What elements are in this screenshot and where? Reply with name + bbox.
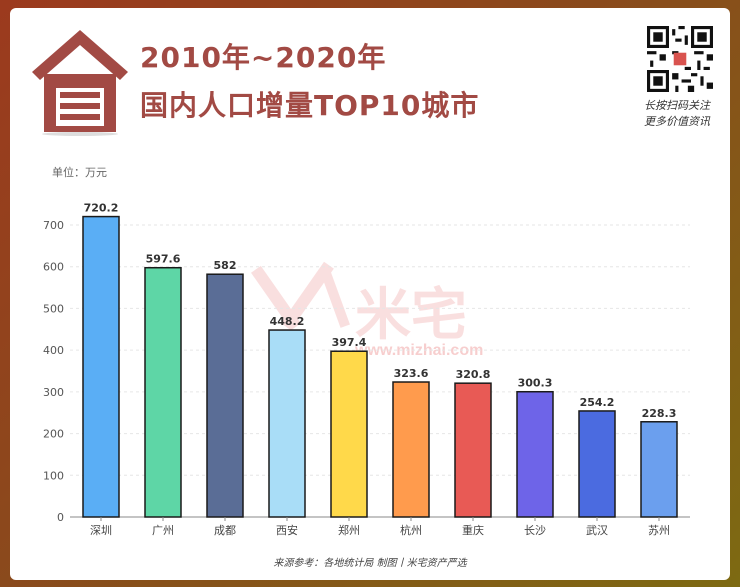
y-tick-label: 300 — [43, 386, 64, 399]
bar — [640, 421, 678, 518]
bar-value-label: 582 — [214, 259, 237, 272]
qr-code[interactable] — [647, 26, 713, 92]
bar-chart: 0 100 200 300 400 500 600 700 720.2 深圳 597.6 广州 582 成… — [43, 202, 690, 537]
y-tick-label: 500 — [43, 302, 64, 315]
y-tick-label: 400 — [43, 344, 64, 357]
source-note: 来源参考：各地统计局 制图丨米宅资产严选 — [273, 558, 467, 569]
bar-value-label: 397.4 — [332, 336, 367, 349]
bar — [82, 215, 120, 518]
y-tick-label: 100 — [43, 469, 64, 482]
infographic-card: 2010年~2020年 国内人口增量TOP10城市 长按扫码关注 更多价值资讯 … — [10, 8, 730, 580]
x-tick-label: 杭州 — [400, 523, 422, 537]
x-tick-label: 郑州 — [338, 523, 360, 537]
watermark-brand: 米宅 — [355, 283, 467, 348]
x-tick-label: 重庆 — [462, 523, 484, 537]
bar-value-label: 320.8 — [456, 368, 491, 381]
y-tick-label: 700 — [43, 219, 64, 232]
x-tick-label: 西安 — [276, 523, 298, 537]
bar — [392, 381, 430, 518]
x-tick-label: 长沙 — [524, 524, 546, 537]
bar — [268, 329, 306, 518]
x-tick-label: 深圳 — [90, 524, 112, 537]
x-tick-label: 苏州 — [648, 524, 670, 537]
bar — [454, 382, 492, 518]
y-tick-label: 600 — [43, 261, 64, 274]
bar — [330, 350, 368, 518]
bar-value-label: 300.3 — [518, 377, 553, 390]
bar — [578, 410, 616, 518]
bar — [516, 390, 554, 518]
x-tick-label: 武汉 — [586, 524, 608, 537]
watermark-logo — [251, 261, 350, 331]
bar-value-label: 720.2 — [84, 202, 119, 215]
bar-value-label: 254.2 — [580, 396, 615, 409]
y-tick-label: 200 — [43, 428, 64, 441]
x-tick-label: 广州 — [152, 524, 174, 537]
unit-label: 单位：万元 — [52, 166, 107, 179]
bar — [144, 266, 182, 518]
bar-value-label: 448.2 — [270, 315, 305, 328]
bar-value-label: 597.6 — [146, 253, 181, 266]
y-tick-label: 0 — [57, 511, 64, 524]
title-line-2: 国内人口增量TOP10城市 — [140, 89, 480, 122]
qr-caption-line-2: 更多价值资讯 — [644, 115, 710, 128]
bar-value-label: 228.3 — [642, 407, 677, 420]
title-line-1: 2010年~2020年 — [140, 41, 387, 74]
bar — [206, 273, 244, 518]
bar-value-label: 323.6 — [394, 367, 429, 380]
x-tick-label: 成都 — [214, 524, 236, 537]
qr-caption-line-1: 长按扫码关注 — [644, 99, 710, 112]
house-icon — [32, 30, 128, 136]
